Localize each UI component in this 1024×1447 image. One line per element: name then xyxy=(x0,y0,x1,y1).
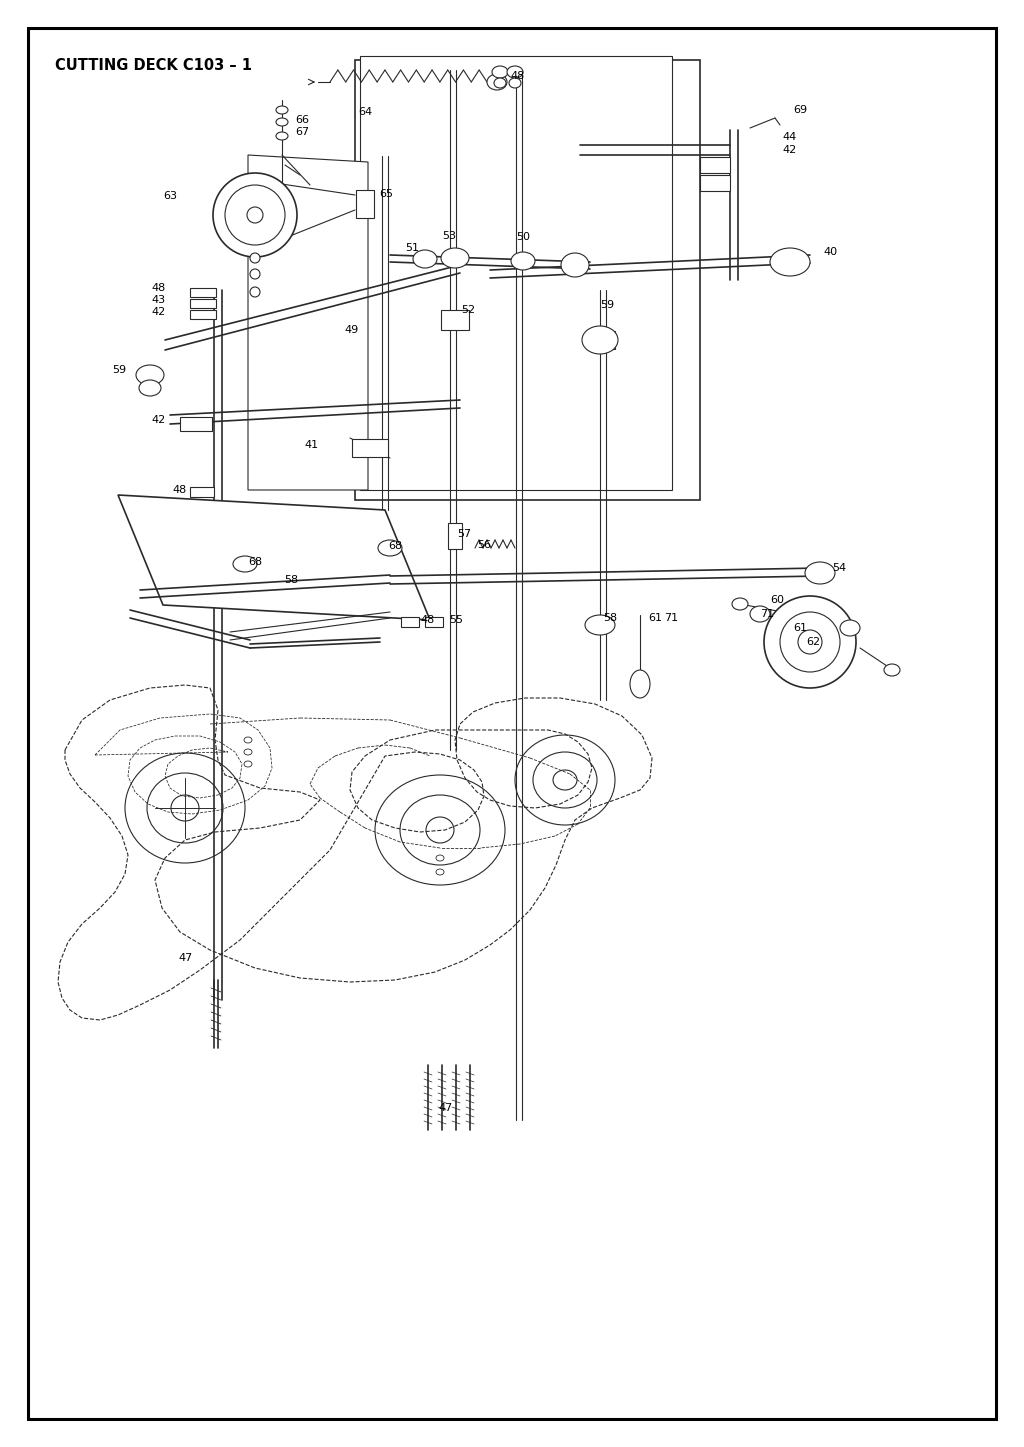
Bar xyxy=(180,417,212,431)
Ellipse shape xyxy=(233,556,257,572)
Ellipse shape xyxy=(250,287,260,297)
Text: 58: 58 xyxy=(603,614,617,624)
Ellipse shape xyxy=(582,326,618,355)
Text: 44: 44 xyxy=(782,132,797,142)
Ellipse shape xyxy=(805,561,835,585)
Text: 41: 41 xyxy=(304,440,318,450)
Bar xyxy=(593,331,615,349)
Bar xyxy=(190,298,216,308)
Ellipse shape xyxy=(225,185,285,245)
Ellipse shape xyxy=(413,250,437,268)
Ellipse shape xyxy=(732,598,748,611)
Ellipse shape xyxy=(561,253,589,276)
Text: 47: 47 xyxy=(178,954,193,964)
Ellipse shape xyxy=(764,596,856,687)
Text: 69: 69 xyxy=(793,106,807,114)
Text: 65: 65 xyxy=(379,190,393,200)
Ellipse shape xyxy=(139,381,161,396)
Polygon shape xyxy=(355,59,700,501)
Bar xyxy=(190,488,214,496)
Ellipse shape xyxy=(509,78,521,88)
Ellipse shape xyxy=(492,67,508,78)
Ellipse shape xyxy=(494,78,506,88)
Text: 67: 67 xyxy=(295,127,309,137)
Text: 55: 55 xyxy=(449,615,463,625)
Ellipse shape xyxy=(840,619,860,637)
Ellipse shape xyxy=(213,174,297,258)
Ellipse shape xyxy=(487,74,507,90)
Ellipse shape xyxy=(507,67,523,78)
Text: 57: 57 xyxy=(457,530,471,538)
Text: 42: 42 xyxy=(151,307,165,317)
Ellipse shape xyxy=(750,606,770,622)
Text: 71: 71 xyxy=(664,614,678,624)
Text: 71: 71 xyxy=(760,609,774,619)
Text: 56: 56 xyxy=(477,540,490,550)
Text: 48: 48 xyxy=(151,284,165,292)
Text: CUTTING DECK C103 – 1: CUTTING DECK C103 – 1 xyxy=(55,58,252,72)
Text: 59: 59 xyxy=(600,300,614,310)
Text: 52: 52 xyxy=(461,305,475,315)
Bar xyxy=(190,288,216,297)
Text: 51: 51 xyxy=(406,243,419,253)
Text: 61: 61 xyxy=(793,624,807,632)
Text: 42: 42 xyxy=(782,145,797,155)
Text: 47: 47 xyxy=(438,1103,453,1113)
Ellipse shape xyxy=(276,132,288,140)
Text: 49: 49 xyxy=(344,326,358,336)
Text: 48: 48 xyxy=(172,485,186,495)
Ellipse shape xyxy=(250,269,260,279)
Text: 66: 66 xyxy=(295,114,309,124)
Polygon shape xyxy=(248,155,368,491)
Ellipse shape xyxy=(630,670,650,697)
Text: 54: 54 xyxy=(831,563,846,573)
Text: 42: 42 xyxy=(151,415,165,425)
Bar xyxy=(190,310,216,318)
PathPatch shape xyxy=(58,684,652,1020)
Ellipse shape xyxy=(276,119,288,126)
Text: 60: 60 xyxy=(770,595,784,605)
Text: 59: 59 xyxy=(112,365,126,375)
Text: 62: 62 xyxy=(806,637,820,647)
Bar xyxy=(441,310,469,330)
Ellipse shape xyxy=(511,252,535,271)
Text: 58: 58 xyxy=(284,574,298,585)
Bar xyxy=(425,616,443,627)
Bar xyxy=(356,190,374,218)
Ellipse shape xyxy=(276,106,288,114)
Text: 48: 48 xyxy=(510,71,524,81)
Ellipse shape xyxy=(780,612,840,671)
Ellipse shape xyxy=(798,629,822,654)
Text: 53: 53 xyxy=(442,232,456,242)
Ellipse shape xyxy=(441,247,469,268)
Ellipse shape xyxy=(378,540,402,556)
Ellipse shape xyxy=(585,615,615,635)
Text: 63: 63 xyxy=(163,191,177,201)
Bar xyxy=(700,175,730,191)
Text: 61: 61 xyxy=(648,614,662,624)
Text: 64: 64 xyxy=(358,107,372,117)
Text: 68: 68 xyxy=(388,541,402,551)
Ellipse shape xyxy=(884,664,900,676)
Bar xyxy=(700,158,730,174)
Ellipse shape xyxy=(136,365,164,385)
Text: 50: 50 xyxy=(516,232,530,242)
Bar xyxy=(401,616,419,627)
Bar xyxy=(449,522,462,548)
Ellipse shape xyxy=(250,253,260,263)
Text: 43: 43 xyxy=(151,295,165,305)
Polygon shape xyxy=(360,56,672,491)
Ellipse shape xyxy=(770,247,810,276)
Bar xyxy=(352,438,388,457)
Polygon shape xyxy=(118,495,430,619)
Ellipse shape xyxy=(247,207,263,223)
Text: 48: 48 xyxy=(420,615,434,625)
Text: 68: 68 xyxy=(248,557,262,567)
Text: 40: 40 xyxy=(823,247,838,258)
